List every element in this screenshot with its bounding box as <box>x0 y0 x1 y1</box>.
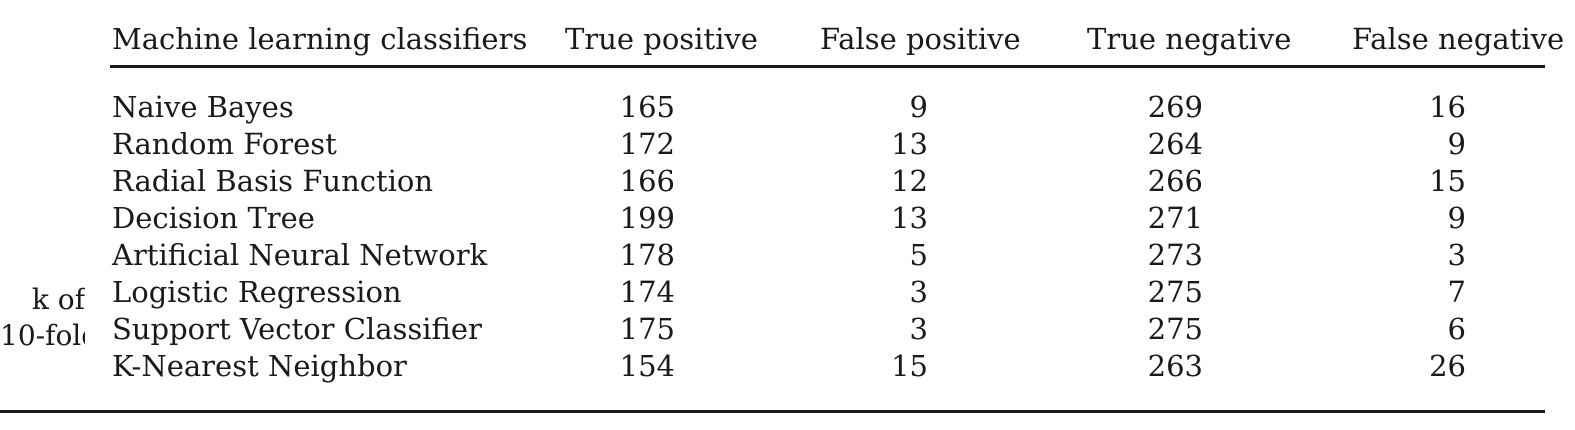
caption-line-1: k of <box>31 283 85 316</box>
cell-true-positive: 178 <box>619 238 675 272</box>
cell-true-positive: 199 <box>619 201 675 235</box>
cell-true-positive: 175 <box>619 312 675 346</box>
header-false-negative: False negative <box>1352 22 1565 56</box>
table-row: Random Forest 172 13 264 9 <box>0 127 1545 164</box>
cell-classifier: Radial Basis Function <box>112 164 434 198</box>
cell-false-positive: 15 <box>891 349 928 383</box>
table-body: Naive Bayes 165 9 269 16 Random Forest 1… <box>0 90 1545 386</box>
cell-true-positive: 165 <box>619 90 675 124</box>
cell-true-negative: 264 <box>1147 127 1203 161</box>
cell-false-negative: 9 <box>1447 201 1466 235</box>
cell-true-positive: 166 <box>619 164 675 198</box>
cell-classifier: Logistic Regression <box>112 275 402 309</box>
table-row: Decision Tree 199 13 271 9 <box>0 201 1545 238</box>
cell-true-positive: 174 <box>619 275 675 309</box>
cell-classifier: K-Nearest Neighbor <box>112 349 407 383</box>
cell-true-negative: 266 <box>1147 164 1203 198</box>
bottom-rule <box>0 410 1545 413</box>
table-row: Support Vector Classifier 175 3 275 6 <box>0 312 1545 349</box>
cell-false-positive: 3 <box>909 275 928 309</box>
cell-false-negative: 3 <box>1447 238 1466 272</box>
table-row: Artificial Neural Network 178 5 273 3 <box>0 238 1545 275</box>
cell-true-negative: 271 <box>1147 201 1203 235</box>
cell-false-positive: 12 <box>891 164 928 198</box>
cell-classifier: Artificial Neural Network <box>112 238 488 272</box>
table-row: Radial Basis Function 166 12 266 15 <box>0 164 1545 201</box>
cell-false-negative: 7 <box>1447 275 1466 309</box>
header-classifier: Machine learning classifiers <box>112 22 528 56</box>
header-true-negative: True negative <box>1087 22 1292 56</box>
cell-false-negative: 16 <box>1429 90 1466 124</box>
cell-true-positive: 172 <box>619 127 675 161</box>
cell-true-negative: 269 <box>1147 90 1203 124</box>
table-row: Naive Bayes 165 9 269 16 <box>0 90 1545 127</box>
table-header-row: Machine learning classifiers True positi… <box>0 22 1564 62</box>
cell-true-positive: 154 <box>619 349 675 383</box>
table-row: Logistic Regression 174 3 275 7 <box>0 275 1545 312</box>
header-false-positive: False positive <box>820 22 1021 56</box>
header-true-positive: True positive <box>565 22 758 56</box>
cell-classifier: Support Vector Classifier <box>112 312 482 346</box>
cell-false-positive: 3 <box>909 312 928 346</box>
cell-true-negative: 273 <box>1147 238 1203 272</box>
cell-false-positive: 5 <box>909 238 928 272</box>
cell-true-negative: 275 <box>1147 312 1203 346</box>
cell-false-positive: 13 <box>891 201 928 235</box>
cell-classifier: Naive Bayes <box>112 90 294 124</box>
cell-false-negative: 6 <box>1447 312 1466 346</box>
cell-false-negative: 26 <box>1429 349 1466 383</box>
cell-false-positive: 13 <box>891 127 928 161</box>
cell-classifier: Decision Tree <box>112 201 315 235</box>
cell-false-negative: 9 <box>1447 127 1466 161</box>
cell-false-negative: 15 <box>1429 164 1466 198</box>
table-row: K-Nearest Neighbor 154 15 263 26 <box>0 349 1545 386</box>
cell-classifier: Random Forest <box>112 127 337 161</box>
caption-line-2: 10-fold <box>0 319 85 352</box>
cell-true-negative: 263 <box>1147 349 1203 383</box>
header-rule <box>110 65 1545 68</box>
cell-true-negative: 275 <box>1147 275 1203 309</box>
table-caption-fragment: k of 10-fold <box>0 282 85 354</box>
cell-false-positive: 9 <box>909 90 928 124</box>
